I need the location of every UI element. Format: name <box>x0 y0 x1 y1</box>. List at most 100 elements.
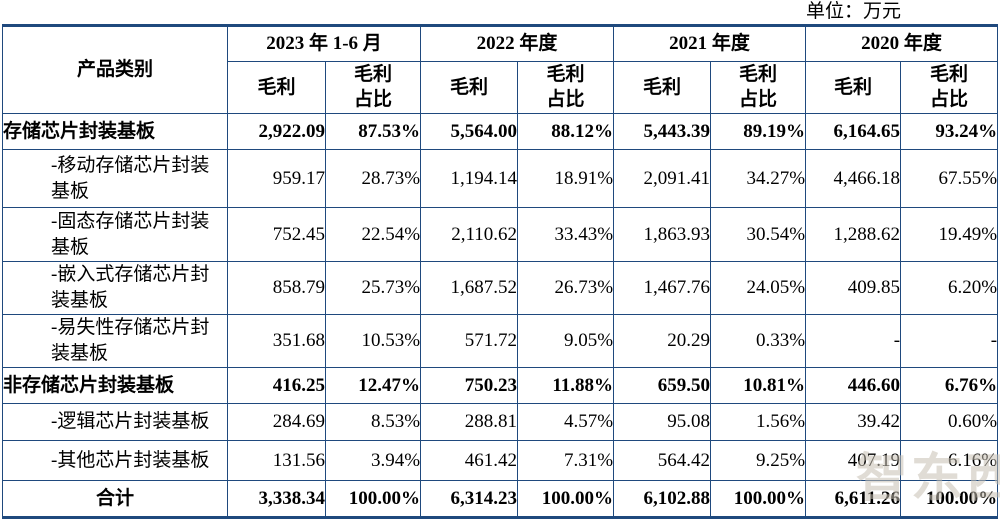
cell-value: 25.73% <box>324 261 422 315</box>
cell-value: 571.72 <box>420 314 519 368</box>
cell-value: 752.45 <box>227 207 326 262</box>
row-label: -其他芯片封装基板 <box>2 440 228 481</box>
cell-value: 10.81% <box>710 367 807 404</box>
cell-value: 100.00% <box>900 480 999 519</box>
unit-label: 单位：万元 <box>805 1 901 22</box>
col-header-profit-2022: 毛利 <box>420 61 519 114</box>
col-header-share-2022: 毛利占比 <box>517 61 615 114</box>
cell-value: 100.00% <box>710 480 807 519</box>
cell-value: 11.88% <box>517 367 615 404</box>
cell-value: 959.17 <box>227 149 326 208</box>
row-label-total: 合计 <box>2 480 228 519</box>
cell-value: 1,467.76 <box>613 261 712 315</box>
col-header-profit-2020: 毛利 <box>805 61 902 114</box>
row-label: 存储芯片封装基板 <box>2 113 228 150</box>
cell-value: 6,314.23 <box>420 480 519 519</box>
cell-value: 18.91% <box>517 149 615 208</box>
cell-value: 1,194.14 <box>420 149 519 208</box>
cell-value: 30.54% <box>710 207 807 262</box>
cell-value: 12.47% <box>324 367 422 404</box>
row-label: -嵌入式存储芯片封装基板 <box>2 261 228 315</box>
col-header-share-text: 毛利占比 <box>739 64 778 110</box>
col-header-share-text: 毛利占比 <box>354 64 393 110</box>
header-row-years: 产品类别 2023 年 1-6 月 2022 年度 2021 年度 2020 年… <box>2 25 999 114</box>
cell-value: 22.54% <box>324 207 422 262</box>
row-label: -固态存储芯片封装基板 <box>2 207 228 262</box>
cell-value: 1.56% <box>710 403 807 441</box>
cell-value: 19.49% <box>900 207 999 262</box>
cell-value: 24.05% <box>710 261 807 315</box>
cell-value: 750.23 <box>420 367 519 404</box>
cell-value: 6.20% <box>900 261 999 315</box>
cell-value: 93.24% <box>900 113 999 150</box>
cell-value: 5,564.00 <box>420 113 519 150</box>
year-header-2022: 2022 年度 <box>420 25 615 62</box>
col-header-profit-2021: 毛利 <box>613 61 712 114</box>
table-row-embedded-memory: -嵌入式存储芯片封装基板 858.79 25.73% 1,687.52 26.7… <box>2 261 999 315</box>
row-label: -逻辑芯片封装基板 <box>2 403 228 441</box>
cell-value: 1,687.52 <box>420 261 519 315</box>
cell-value: 409.85 <box>805 261 902 315</box>
cell-value: 6,611.26 <box>805 480 902 519</box>
cell-value: 100.00% <box>324 480 422 519</box>
col-header-share-2021: 毛利占比 <box>710 61 807 114</box>
cell-value: 2,922.09 <box>227 113 326 150</box>
cell-value: 100.00% <box>517 480 615 519</box>
cell-value: 28.73% <box>324 149 422 208</box>
cell-value: 858.79 <box>227 261 326 315</box>
cell-value: 446.60 <box>805 367 902 404</box>
cell-value: 6.16% <box>900 440 999 481</box>
cell-value: 95.08 <box>613 403 712 441</box>
cell-value: 564.42 <box>613 440 712 481</box>
cell-value: 131.56 <box>227 440 326 481</box>
cell-value: 351.68 <box>227 314 326 368</box>
table-row-total: 合计 3,338.34 100.00% 6,314.23 100.00% 6,1… <box>2 480 999 519</box>
table-row-non-memory-substrate: 非存储芯片封装基板 416.25 12.47% 750.23 11.88% 65… <box>2 367 999 404</box>
cell-value: 87.53% <box>324 113 422 150</box>
year-header-2020: 2020 年度 <box>805 25 999 62</box>
cell-value: 461.42 <box>420 440 519 481</box>
cell-value: 33.43% <box>517 207 615 262</box>
table-row-memory-substrate: 存储芯片封装基板 2,922.09 87.53% 5,564.00 88.12%… <box>2 113 999 150</box>
row-label: -移动存储芯片封装基板 <box>2 149 228 208</box>
cell-value: 416.25 <box>227 367 326 404</box>
cell-value: 67.55% <box>900 149 999 208</box>
cell-value: - <box>900 314 999 368</box>
table-row-other-chip: -其他芯片封装基板 131.56 3.94% 461.42 7.31% 564.… <box>2 440 999 481</box>
cell-value: 407.19 <box>805 440 902 481</box>
cell-value: 26.73% <box>517 261 615 315</box>
cell-value: 659.50 <box>613 367 712 404</box>
row-label: 非存储芯片封装基板 <box>2 367 228 404</box>
cell-value: 1,863.93 <box>613 207 712 262</box>
cell-value: 1,288.62 <box>805 207 902 262</box>
col-header-share-2020: 毛利占比 <box>900 61 999 114</box>
row-label: -易失性存储芯片封装基板 <box>2 314 228 368</box>
cell-value: 7.31% <box>517 440 615 481</box>
table-row-solid-state-memory: -固态存储芯片封装基板 752.45 22.54% 2,110.62 33.43… <box>2 207 999 262</box>
year-header-2023h1: 2023 年 1-6 月 <box>226 25 422 62</box>
cell-value: 8.53% <box>324 403 422 441</box>
cell-value: 88.12% <box>517 113 615 150</box>
cell-value: 284.69 <box>227 403 326 441</box>
cell-value: 39.42 <box>805 403 902 441</box>
header-row-metrics: 毛利 毛利占比 毛利 毛利占比 毛利 毛利占比 毛利 毛利占比 <box>3 61 999 114</box>
cell-value: 89.19% <box>710 113 807 150</box>
cell-value: 20.29 <box>613 314 712 368</box>
col-header-share-text: 毛利占比 <box>930 64 969 110</box>
cell-value: 34.27% <box>710 149 807 208</box>
table-row-mobile-memory: -移动存储芯片封装基板 959.17 28.73% 1,194.14 18.91… <box>2 149 999 208</box>
cell-value: 2,110.62 <box>420 207 519 262</box>
col-header-share-text: 毛利占比 <box>546 64 585 110</box>
year-header-2021: 2021 年度 <box>613 25 807 62</box>
col-header-share-2023: 毛利占比 <box>324 61 422 114</box>
cell-value: - <box>805 314 902 368</box>
cell-value: 6,164.65 <box>805 113 902 150</box>
cell-value: 0.60% <box>900 403 999 441</box>
gross-profit-table: 产品类别 2023 年 1-6 月 2022 年度 2021 年度 2020 年… <box>2 24 999 519</box>
cell-value: 9.25% <box>710 440 807 481</box>
cell-value: 6,102.88 <box>613 480 712 519</box>
cell-value: 9.05% <box>517 314 615 368</box>
cell-value: 3.94% <box>324 440 422 481</box>
cell-value: 6.76% <box>900 367 999 404</box>
